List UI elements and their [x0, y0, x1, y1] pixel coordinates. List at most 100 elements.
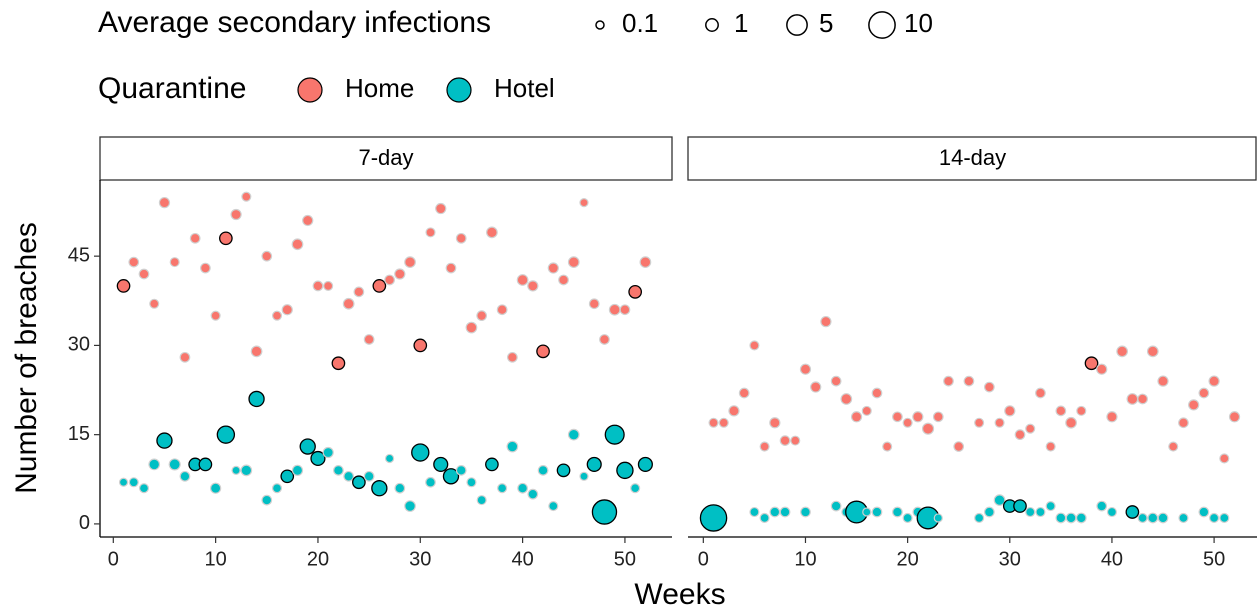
point	[476, 495, 487, 506]
point	[850, 411, 863, 423]
point	[933, 513, 943, 523]
point	[1013, 499, 1027, 513]
point	[1004, 405, 1016, 417]
point	[1209, 512, 1220, 523]
point	[216, 425, 236, 444]
point	[465, 321, 478, 334]
point	[1228, 411, 1241, 423]
x-tick-label: 10	[205, 548, 227, 570]
point	[830, 375, 842, 387]
point	[943, 375, 954, 387]
point	[1076, 405, 1087, 416]
color-legend-label: Hotel	[494, 73, 555, 103]
point	[1178, 417, 1189, 429]
point	[579, 197, 589, 208]
color-legend-key	[446, 77, 472, 103]
size-legend-label: 5	[819, 8, 833, 38]
point	[628, 285, 643, 299]
point	[1219, 512, 1230, 523]
point	[281, 304, 293, 316]
point	[433, 456, 449, 472]
point	[445, 262, 457, 274]
x-tick-label: 50	[1203, 548, 1225, 570]
point	[517, 482, 528, 494]
point	[556, 463, 571, 478]
point	[1178, 512, 1189, 523]
y-axis-label: Number of breaches	[10, 222, 43, 494]
point	[1014, 429, 1026, 441]
point	[892, 411, 903, 423]
point	[1045, 441, 1056, 452]
point	[892, 506, 903, 518]
point	[800, 506, 811, 518]
point	[384, 453, 395, 464]
point	[994, 417, 1005, 428]
point	[394, 268, 406, 280]
size-legend-label: 10	[904, 8, 933, 38]
point	[168, 458, 181, 471]
point	[323, 280, 334, 291]
point	[1137, 393, 1148, 405]
point	[759, 512, 770, 523]
point	[261, 250, 273, 262]
point	[384, 274, 395, 286]
point	[1137, 512, 1148, 523]
point	[342, 297, 355, 310]
point	[630, 483, 641, 494]
point	[862, 507, 872, 517]
strip	[687, 136, 1257, 181]
point	[497, 483, 508, 494]
x-tick-label: 20	[897, 548, 919, 570]
point	[210, 482, 222, 494]
point	[1075, 512, 1087, 524]
point	[363, 470, 375, 482]
point	[1035, 387, 1046, 399]
point	[455, 465, 467, 476]
point	[759, 441, 770, 452]
point	[871, 387, 883, 399]
point	[1035, 506, 1046, 518]
point	[769, 506, 781, 518]
strip-label: 7-day	[358, 145, 413, 170]
point	[248, 390, 265, 408]
point	[230, 208, 242, 221]
point	[599, 334, 610, 345]
point	[271, 310, 283, 321]
point	[921, 422, 935, 435]
x-axis-label: Weeks	[634, 578, 725, 611]
point	[425, 227, 436, 238]
point	[738, 387, 750, 399]
point	[537, 465, 549, 476]
point	[299, 438, 316, 455]
point	[507, 351, 518, 363]
y-tick-label: 0	[79, 512, 90, 534]
point	[567, 428, 580, 441]
point	[158, 196, 171, 209]
point	[728, 405, 740, 417]
point	[1146, 345, 1159, 358]
point	[820, 315, 832, 328]
point	[718, 417, 729, 428]
point	[241, 191, 252, 202]
point	[708, 417, 719, 428]
strip	[99, 136, 673, 181]
point	[219, 231, 233, 246]
point	[200, 262, 211, 274]
point	[619, 304, 631, 316]
point	[861, 405, 872, 416]
point	[699, 504, 728, 532]
point	[1208, 375, 1220, 387]
size-legend-key	[595, 20, 605, 30]
point	[639, 256, 652, 268]
strip-label: 14-day	[939, 145, 1006, 170]
x-tick-label: 20	[307, 548, 329, 570]
point	[128, 477, 139, 488]
point	[404, 500, 416, 512]
point	[506, 440, 519, 453]
point	[547, 262, 559, 274]
point	[280, 469, 295, 484]
point	[637, 456, 653, 472]
point	[1065, 416, 1077, 429]
y-tick-label: 15	[68, 423, 90, 445]
point	[912, 411, 924, 423]
